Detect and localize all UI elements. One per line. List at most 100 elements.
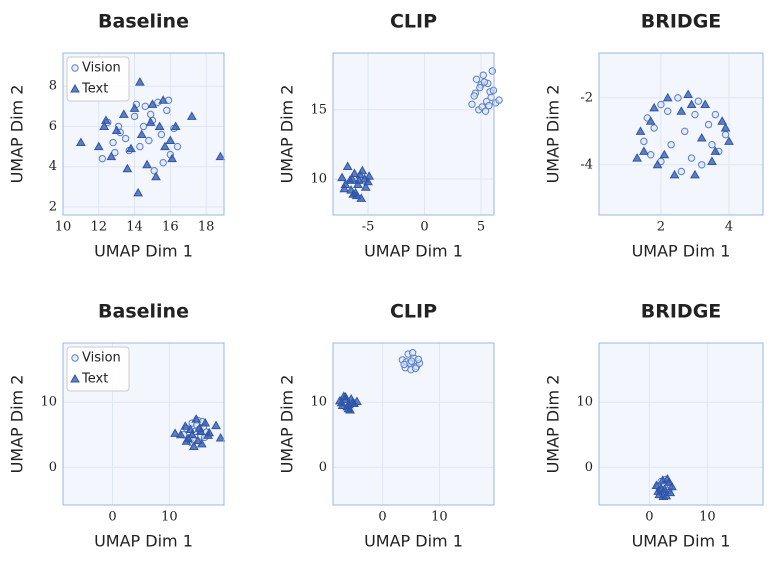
point: [470, 92, 478, 100]
point: [136, 129, 147, 139]
point: [118, 109, 129, 118]
point: [489, 86, 498, 95]
point: [694, 97, 703, 105]
point: [488, 67, 497, 75]
x-tick-label: -5: [362, 220, 375, 235]
point: [652, 159, 663, 169]
plot-frame: [62, 342, 225, 506]
x-tick-label: 0: [108, 510, 116, 525]
point: [687, 154, 696, 162]
point: [667, 481, 677, 491]
point: [411, 364, 420, 373]
point: [711, 110, 720, 119]
plot-frame: [332, 342, 495, 506]
point: [657, 100, 665, 109]
subplot: 0 10 0 10 BRIDGE UMAP Dim 1 UMAP Dim 2: [544, 301, 764, 551]
point: [215, 432, 226, 442]
point: [111, 125, 122, 134]
y-tick-label: -4: [580, 157, 593, 172]
legend-label: Vision: [82, 61, 121, 76]
point: [400, 360, 408, 369]
point: [109, 138, 117, 147]
point: [170, 121, 181, 130]
point: [632, 153, 642, 162]
point: [344, 399, 354, 409]
x-tick-label: 2: [657, 220, 665, 235]
subplot: 0 10 0 10 Baseline UMAP Dim 1 UMAP Dim 2 Vision…: [8, 301, 226, 551]
legend-box: [66, 56, 130, 102]
point: [691, 110, 699, 119]
y-tick-label: 8: [49, 79, 57, 94]
y-axis-label: UMAP Dim 2: [544, 85, 563, 184]
point: [653, 486, 663, 495]
point: [363, 176, 373, 186]
y-tick-label: 10: [310, 172, 327, 187]
point: [158, 95, 169, 104]
point: [191, 414, 201, 423]
y-tick-label: -2: [580, 90, 593, 105]
legend: Vision Text: [66, 56, 130, 102]
point: [485, 101, 493, 110]
point: [355, 169, 365, 179]
point: [639, 146, 649, 155]
point: [147, 99, 158, 108]
point: [481, 107, 490, 115]
x-tick-label: 18: [198, 220, 215, 235]
point: [215, 151, 226, 161]
point: [211, 420, 221, 430]
y-axis-label: UMAP Dim 2: [544, 375, 563, 474]
point: [98, 154, 107, 163]
point: [414, 355, 423, 363]
point: [658, 491, 669, 501]
point: [165, 135, 176, 145]
point: [76, 137, 86, 147]
point: [669, 169, 680, 179]
point: [99, 121, 110, 130]
point: [93, 141, 104, 151]
point: [356, 193, 367, 202]
point: [106, 151, 117, 161]
chart-title: Baseline: [98, 11, 189, 33]
point: [141, 102, 149, 111]
point: [495, 96, 503, 104]
y-tick-label: 0: [585, 460, 593, 475]
point: [662, 473, 673, 483]
plot-frame: [598, 52, 764, 216]
y-axis-label: UMAP Dim 2: [278, 375, 297, 474]
x-axis-label: UMAP Dim 1: [364, 532, 463, 551]
point: [187, 429, 198, 439]
x-tick-label: 16: [162, 220, 179, 235]
y-axis-label: UMAP Dim 2: [278, 85, 297, 184]
point: [163, 106, 171, 115]
x-tick-label: 0: [420, 220, 428, 235]
legend-marker: [70, 373, 80, 383]
y-tick-label: 0: [49, 460, 57, 475]
x-tick-label: 10: [699, 510, 716, 525]
point: [146, 110, 155, 119]
legend-marker: [71, 354, 79, 362]
y-tick-label: 2: [49, 199, 57, 214]
point: [180, 421, 191, 430]
point: [341, 394, 351, 404]
point: [337, 172, 347, 182]
point: [708, 141, 716, 149]
point: [122, 163, 133, 173]
point: [487, 93, 495, 102]
point: [408, 349, 417, 357]
x-tick-label: 10: [161, 510, 178, 525]
point: [200, 418, 211, 427]
point: [170, 428, 180, 437]
x-tick-label: 12: [91, 220, 108, 235]
point: [480, 78, 489, 86]
legend-marker: [71, 64, 79, 72]
point: [360, 182, 371, 191]
x-tick-label: 14: [126, 220, 143, 235]
point: [159, 158, 167, 167]
point: [681, 127, 689, 136]
x-tick-label: 4: [725, 220, 733, 235]
point: [717, 116, 728, 125]
chart-title: BRIDGE: [641, 301, 722, 323]
point: [175, 429, 186, 439]
point: [407, 357, 416, 365]
